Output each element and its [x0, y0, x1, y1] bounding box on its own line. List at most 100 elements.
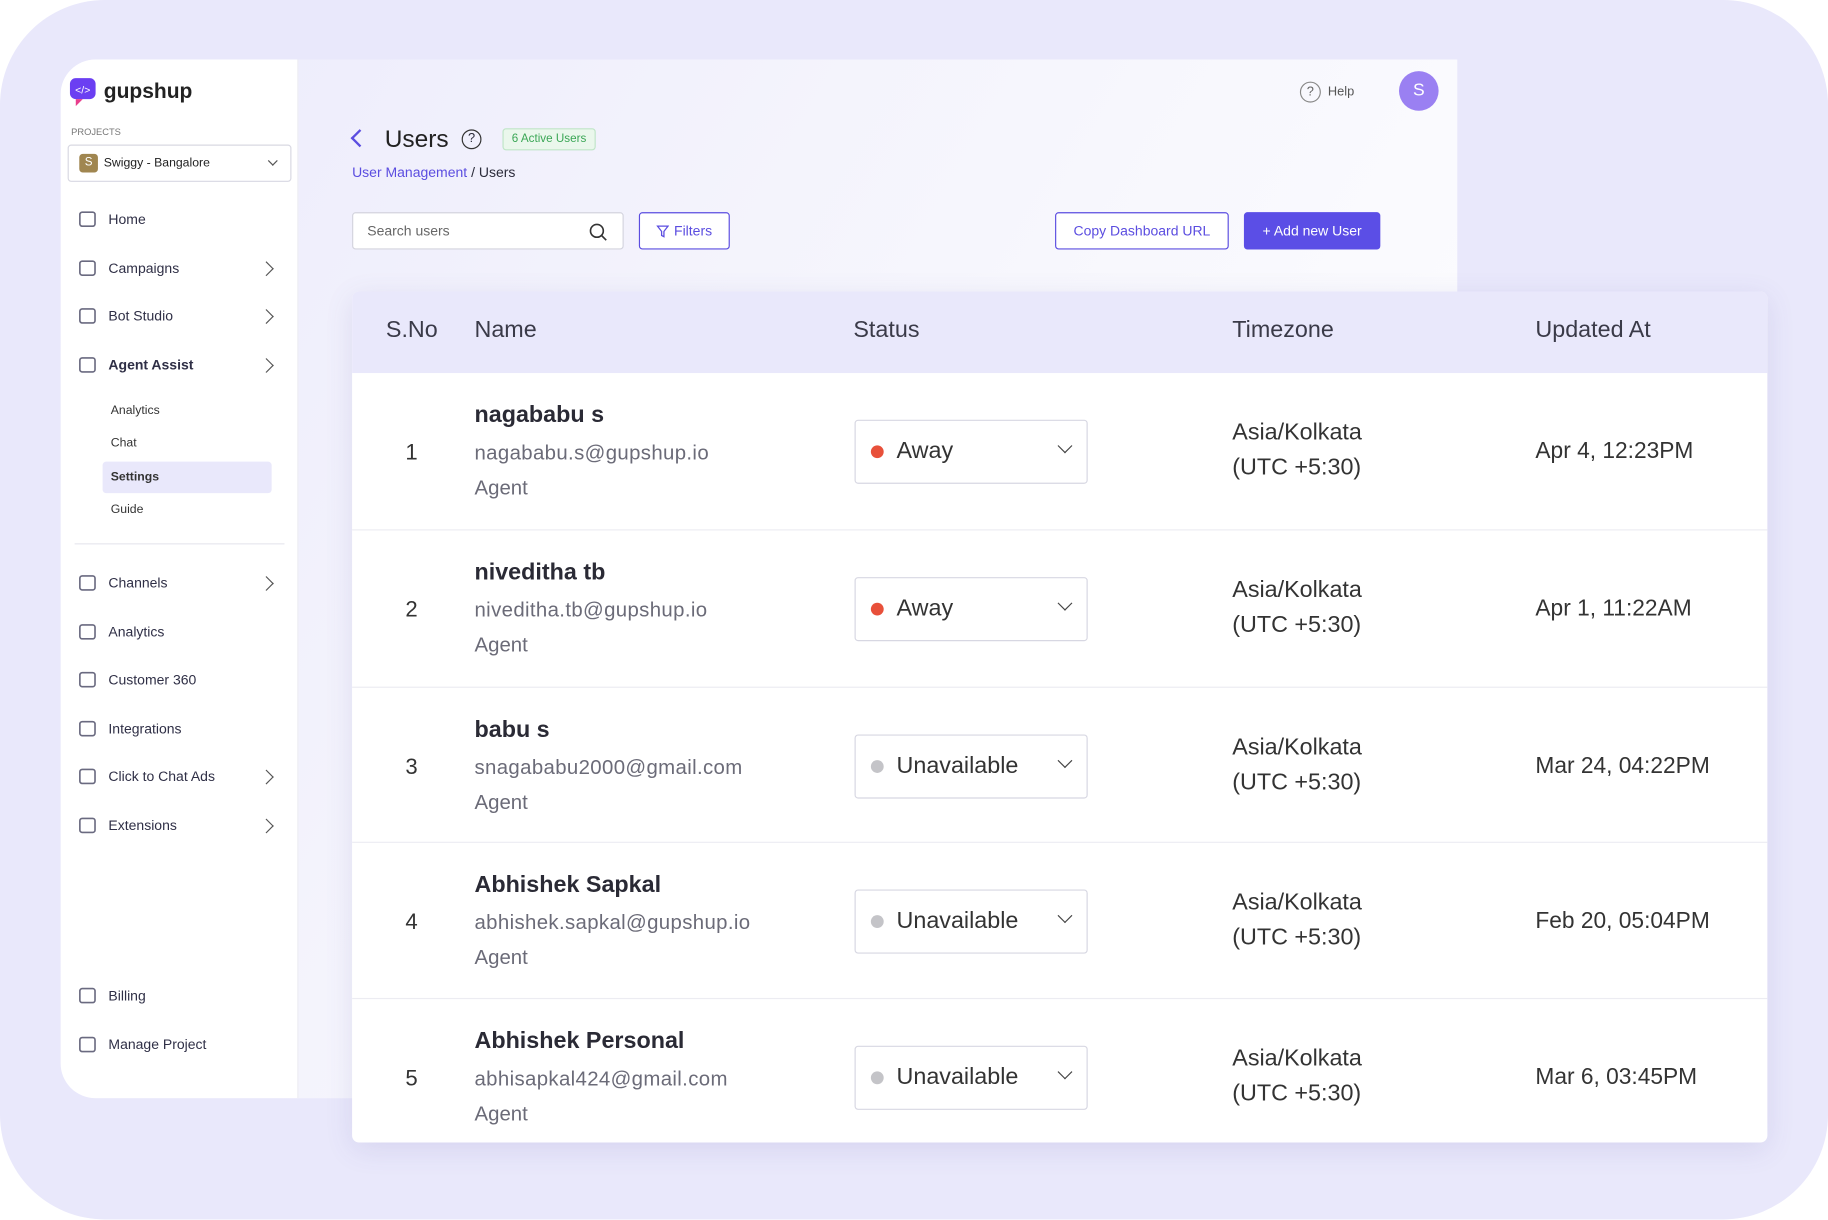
nav-icon	[79, 672, 96, 688]
breadcrumb: User Management / Users	[352, 164, 515, 180]
nav-item[interactable]: Home	[77, 208, 146, 231]
logo: </>	[69, 78, 96, 107]
nav-icon	[79, 308, 96, 324]
nav-icon	[79, 769, 96, 785]
status-select[interactable]: Unavailable	[854, 1045, 1088, 1110]
timezone: Asia/Kolkata	[1232, 734, 1362, 761]
status-dot	[870, 445, 884, 459]
active-highlight	[102, 461, 272, 493]
search-placeholder: Search users	[367, 222, 450, 239]
timezone: Asia/Kolkata	[1232, 577, 1362, 603]
user-name: Abhishek Personal	[474, 1028, 685, 1054]
filters-button[interactable]: Filters	[638, 212, 730, 250]
subnav-item[interactable]: Settings	[110, 469, 160, 484]
status-select[interactable]: Unavailable	[854, 889, 1088, 954]
nav-icon	[79, 720, 96, 737]
info-icon: ?	[461, 129, 482, 150]
nav-item[interactable]: Channels	[77, 571, 168, 594]
nav-item[interactable]: Integrations	[77, 717, 182, 740]
nav-item[interactable]: Analytics	[77, 620, 164, 643]
updated-at: Mar 6, 03:45PM	[1535, 1064, 1698, 1091]
chevron	[258, 770, 274, 785]
user-name: babu s	[474, 716, 550, 743]
updated-at: Apr 4, 12:23PM	[1535, 438, 1694, 464]
chevron	[258, 358, 274, 373]
utc-offset: (UTC +5:30)	[1232, 612, 1362, 638]
user-email: niveditha.tb@gupshup.io	[474, 598, 708, 622]
copy-url-button[interactable]: Copy Dashboard URL	[1055, 212, 1229, 250]
user-email: nagababu.s@gupshup.io	[474, 440, 710, 464]
nav-icon	[79, 987, 96, 1004]
search-icon	[589, 223, 607, 241]
status-dot	[870, 760, 884, 773]
subnav-item[interactable]: Chat	[110, 436, 137, 451]
avatar[interactable]: S	[1398, 71, 1439, 111]
nav-item[interactable]: Extensions	[77, 814, 177, 837]
updated-at: Apr 1, 11:22AM	[1535, 595, 1692, 622]
chevron	[258, 261, 274, 277]
status-label: Unavailable	[896, 908, 1019, 934]
nav-label: Integrations	[108, 720, 182, 737]
nav-item[interactable]: Customer 360	[77, 668, 196, 691]
column-header: Name	[474, 317, 537, 343]
status-select[interactable]: Away	[854, 419, 1088, 484]
status-dot	[870, 915, 884, 928]
status-label: Away	[896, 595, 954, 622]
nav-item[interactable]: Click to Chat Ads	[77, 765, 215, 788]
status-select[interactable]: Unavailable	[854, 734, 1088, 799]
nav-label: Channels	[108, 574, 168, 592]
search-input[interactable]: Search users	[352, 212, 624, 250]
serial-number: 1	[405, 440, 418, 466]
user-email: abhisapkal424@gmail.com	[474, 1066, 728, 1091]
timezone: Asia/Kolkata	[1232, 419, 1362, 446]
help-icon: ?	[1299, 81, 1321, 103]
nav-icon	[79, 357, 96, 373]
subnav-item[interactable]: Guide	[110, 502, 144, 517]
status-select[interactable]: Away	[854, 577, 1088, 642]
nav-item[interactable]: Campaigns	[77, 256, 179, 279]
column-header: Status	[853, 317, 920, 343]
nav-icon	[79, 623, 96, 640]
status-dot	[870, 1071, 884, 1085]
page-title: Users	[384, 125, 449, 153]
table-row: 1 nagababu s nagababu.s@gupshup.io Agent Awa…	[352, 373, 1767, 529]
nav-item[interactable]: Bot Studio	[77, 304, 173, 327]
user-name: Abhishek Sapkal	[474, 872, 662, 898]
utc-offset: (UTC +5:30)	[1232, 769, 1362, 796]
dropdown-icon	[1057, 908, 1073, 924]
user-email: abhishek.sapkal@gupshup.io	[474, 910, 751, 934]
chevron	[258, 576, 274, 591]
utc-offset: (UTC +5:30)	[1232, 1080, 1362, 1107]
add-user-button[interactable]: + Add new User	[1243, 212, 1381, 250]
help[interactable]: Help	[1327, 85, 1355, 100]
back-button[interactable]	[350, 129, 369, 148]
user-email: snagababu2000@gmail.com	[474, 755, 743, 779]
status-label: Unavailable	[896, 1064, 1019, 1091]
nav-icon	[79, 1036, 96, 1052]
user-name: niveditha tb	[474, 559, 606, 586]
breadcrumb-link[interactable]: User Management	[352, 164, 468, 181]
nav-label: Click to Chat Ads	[108, 768, 215, 786]
subnav-item[interactable]: Analytics	[110, 403, 160, 418]
nav-item[interactable]: Manage Project	[77, 1032, 206, 1055]
user-role: Agent	[474, 1101, 528, 1126]
serial-number: 4	[405, 910, 418, 935]
status-dot	[870, 602, 884, 616]
utc-offset: (UTC +5:30)	[1232, 924, 1362, 951]
status-label: Away	[896, 438, 954, 464]
nav-label: Home	[108, 211, 146, 228]
status-label: Unavailable	[896, 753, 1019, 779]
dropdown-icon	[1057, 1064, 1073, 1080]
sidebar: </> gupshup PROJECTS S Swiggy - Bangalor…	[60, 59, 299, 1099]
nav-item[interactable]: Agent Assist	[77, 353, 193, 376]
nav-item[interactable]: Billing	[77, 984, 146, 1007]
chevron	[258, 818, 274, 834]
nav-label: Extensions	[108, 817, 177, 834]
breadcrumb-current: Users	[478, 164, 516, 181]
brand: gupshup	[103, 79, 193, 103]
nav-label: Manage Project	[108, 1035, 207, 1053]
serial-number: 3	[405, 755, 418, 780]
project-select[interactable]: S Swiggy - Bangalore	[67, 144, 292, 182]
chevron	[258, 309, 274, 324]
